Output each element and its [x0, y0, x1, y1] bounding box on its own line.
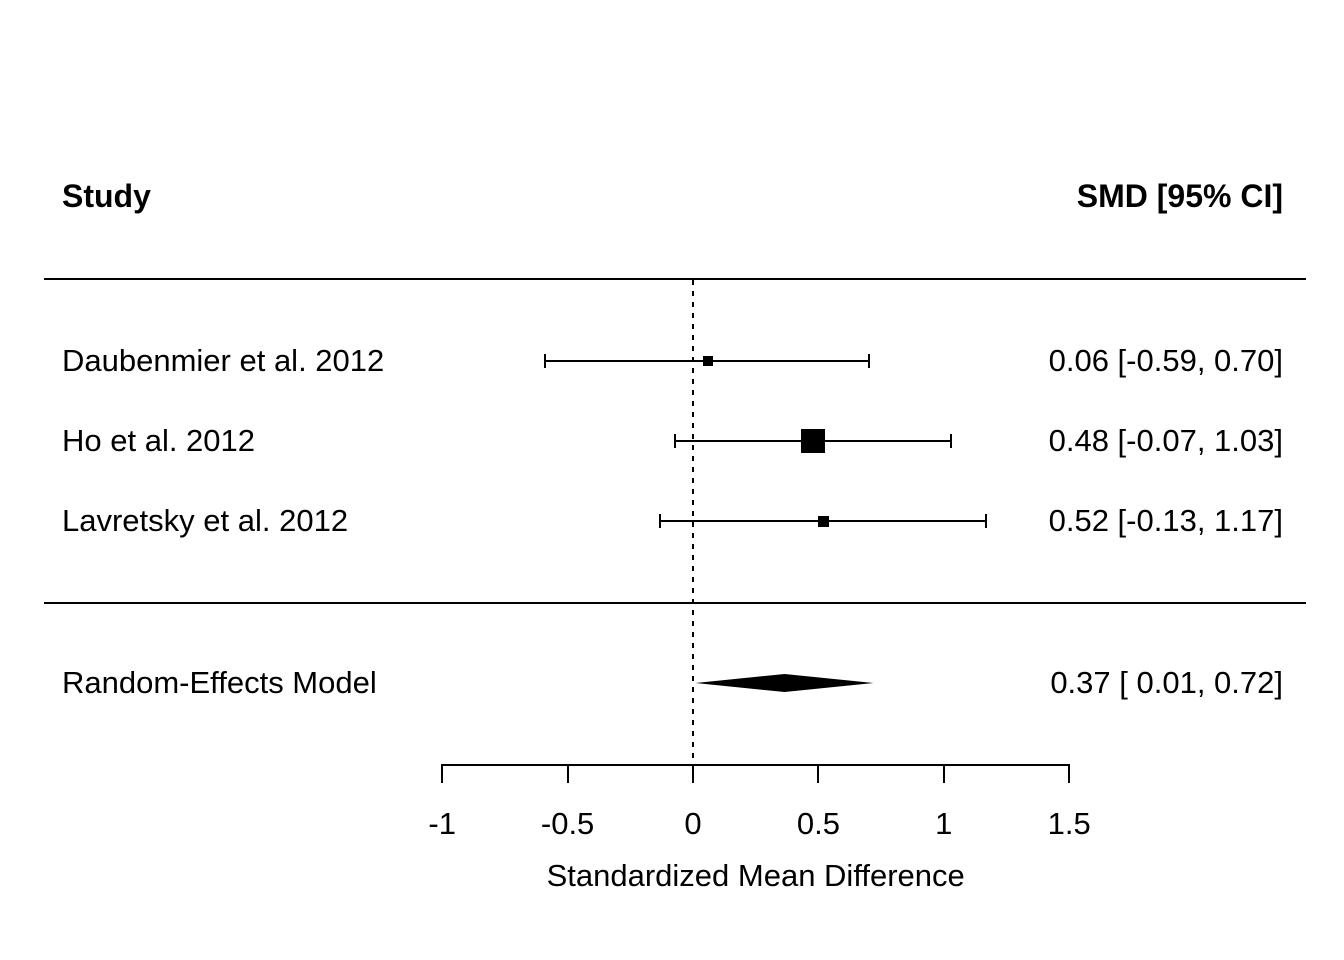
point-estimate-marker	[817, 515, 829, 527]
ci-cap-left	[659, 514, 662, 528]
summary-diamond	[695, 674, 874, 692]
x-axis-title: Standardized Mean Difference	[546, 858, 965, 893]
ci-cap-left	[544, 354, 547, 368]
study-column-header: Study	[62, 178, 151, 214]
x-tick-label: 1	[935, 806, 953, 841]
summary-model-label: Random-Effects Model	[62, 665, 377, 700]
effect-annotation: 0.52 [-0.13, 1.17]	[1048, 503, 1283, 538]
ci-cap-right	[950, 434, 953, 448]
study-label: Ho et al. 2012	[62, 423, 256, 458]
x-tick-label: 0.5	[796, 806, 840, 841]
point-estimate-marker	[703, 356, 714, 366]
x-axis-line	[442, 764, 1070, 766]
summary-effect-annotation: 0.37 [ 0.01, 0.72]	[1050, 665, 1283, 700]
ci-cap-right	[985, 514, 988, 528]
x-tick-label: -0.5	[540, 806, 595, 841]
x-tick-label: 1.5	[1047, 806, 1091, 841]
effect-column-header: SMD [95% CI]	[1076, 178, 1283, 214]
reference-line	[692, 280, 694, 764]
study-label: Lavretsky et al. 2012	[62, 503, 349, 538]
effect-annotation: 0.48 [-0.07, 1.03]	[1048, 423, 1283, 458]
effect-annotation: 0.06 [-0.59, 0.70]	[1048, 343, 1283, 378]
x-axis-tick	[566, 764, 569, 783]
x-axis-tick	[441, 764, 444, 783]
x-tick-label: 0	[684, 806, 702, 841]
study-label: Daubenmier et al. 2012	[62, 343, 385, 378]
bottom-separator-line	[44, 602, 1306, 604]
top-separator-line	[44, 278, 1306, 280]
x-axis-tick	[1068, 764, 1071, 783]
ci-cap-right	[867, 354, 870, 368]
x-tick-label: -1	[428, 806, 456, 841]
x-axis-tick	[942, 764, 945, 783]
point-estimate-marker	[801, 429, 826, 453]
x-axis-tick	[817, 764, 820, 783]
x-axis-tick	[692, 764, 694, 783]
ci-cap-left	[674, 434, 677, 448]
